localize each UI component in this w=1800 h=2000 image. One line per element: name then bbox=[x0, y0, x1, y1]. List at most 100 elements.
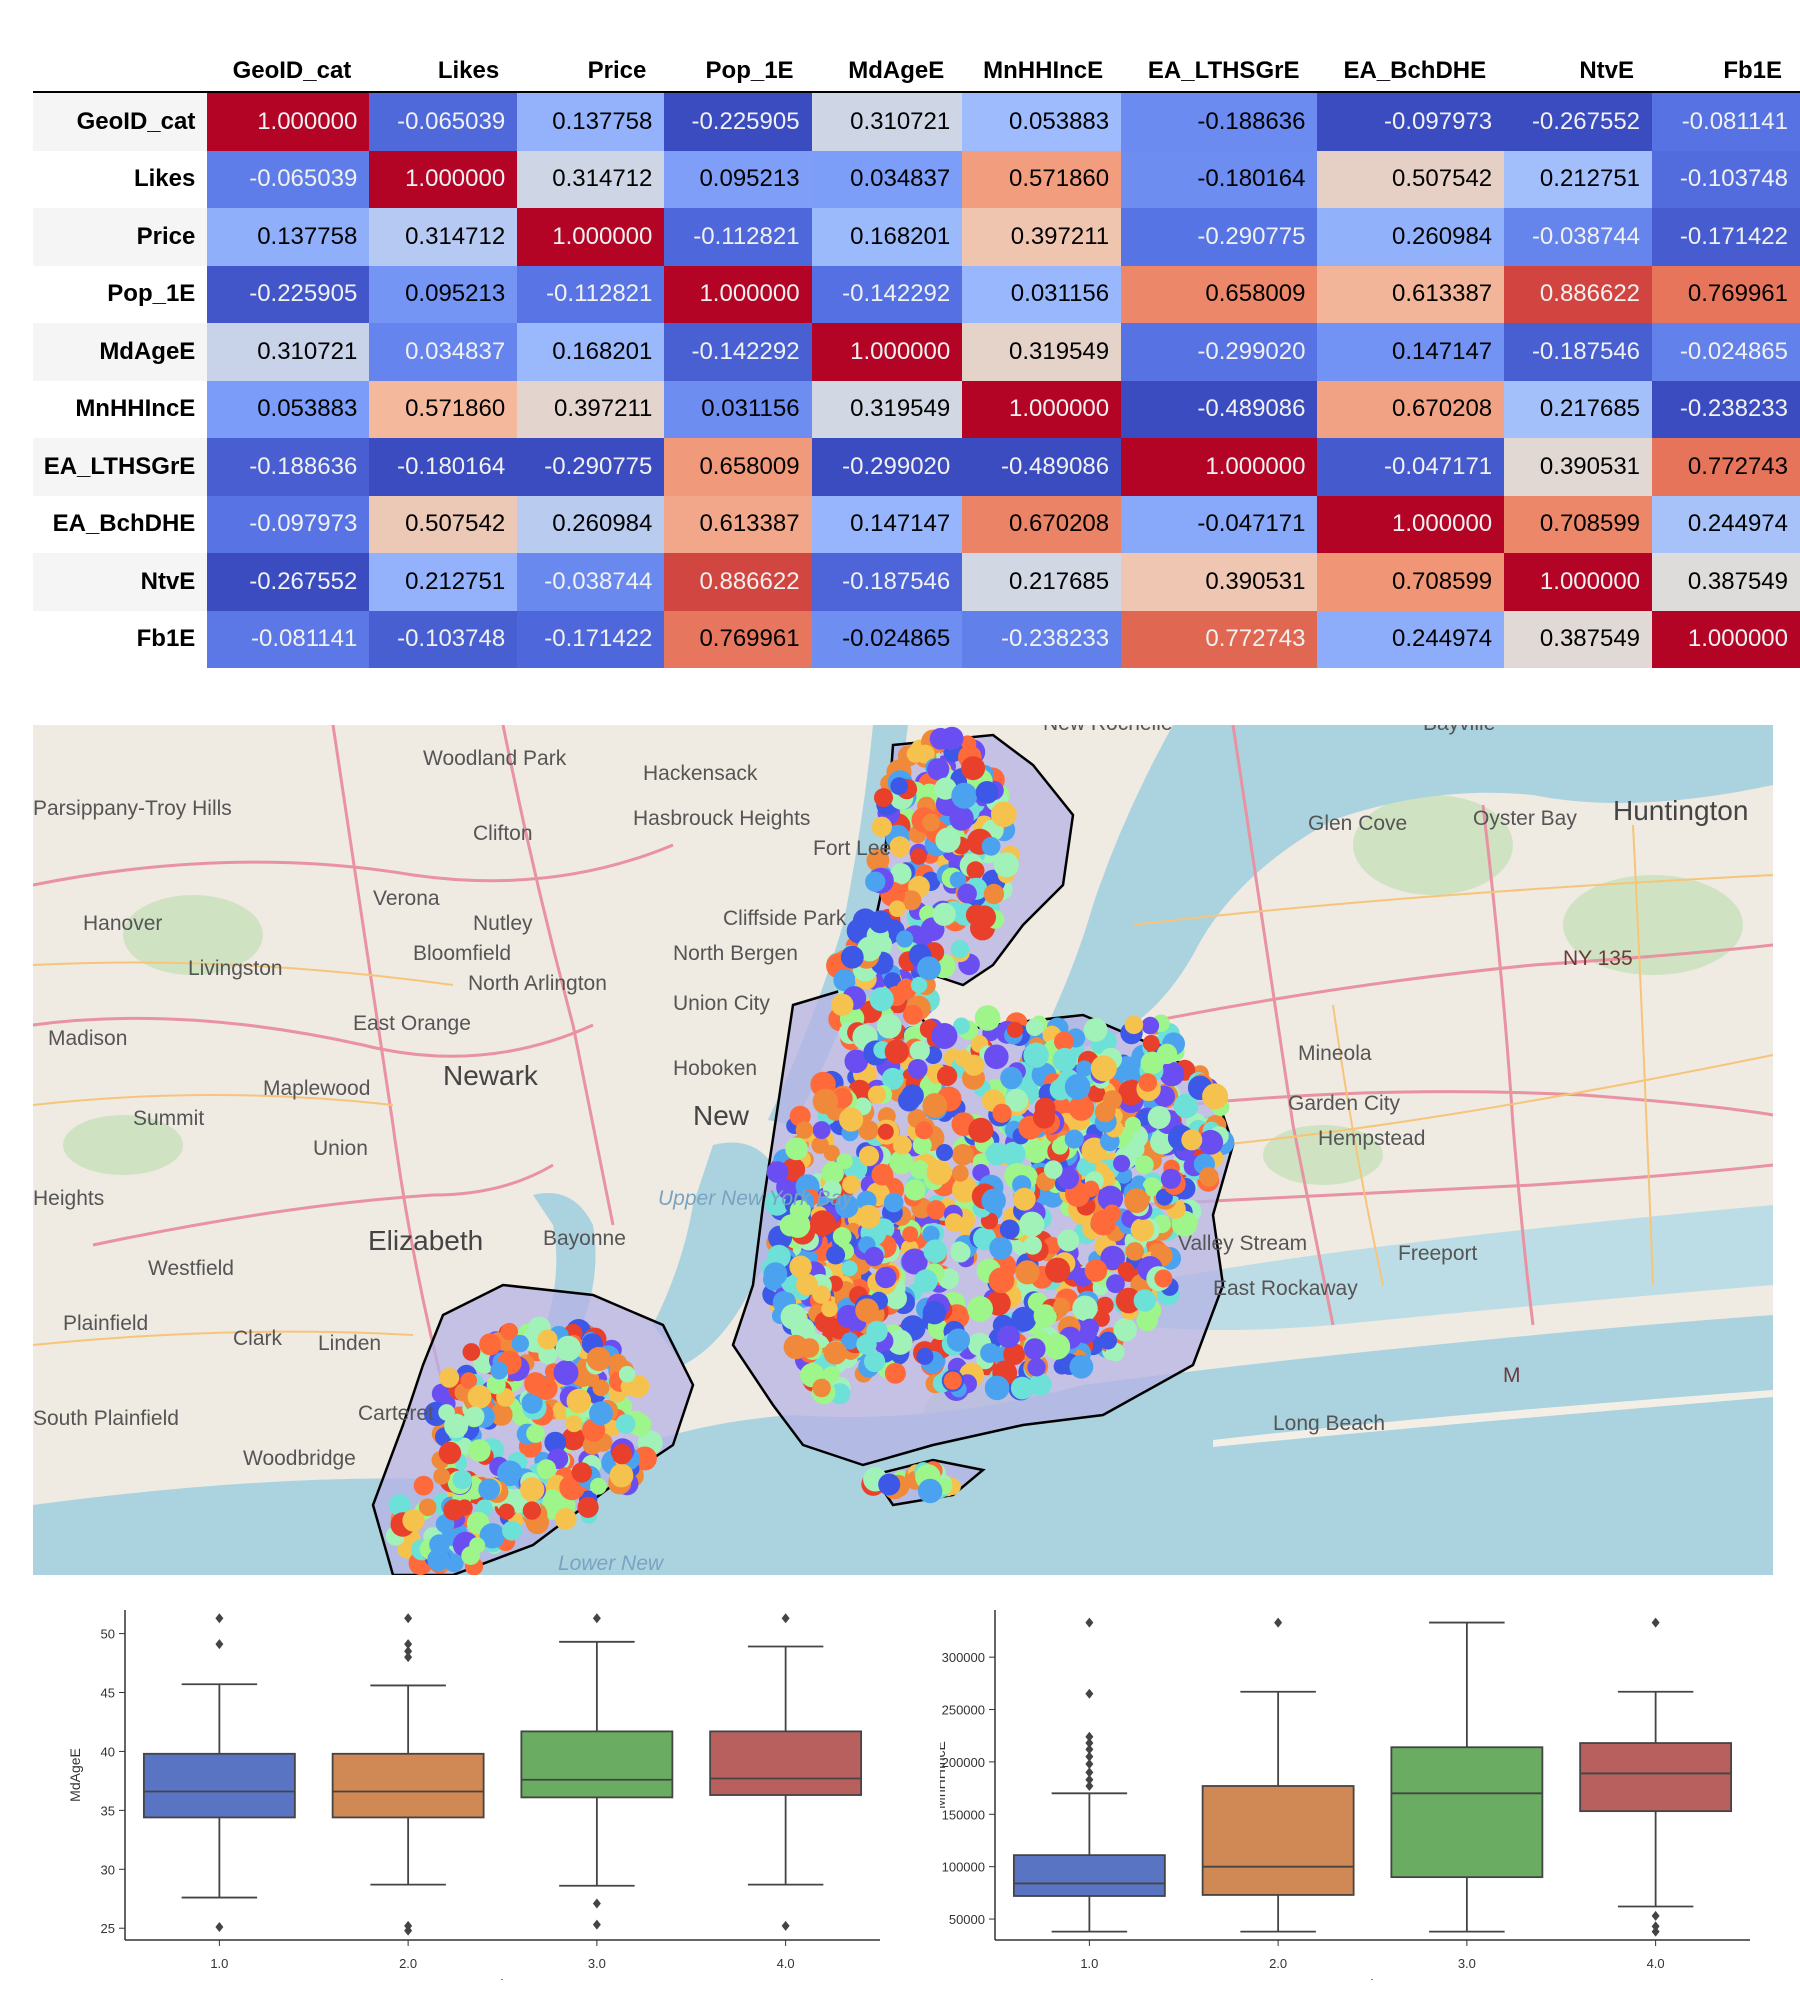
map-point bbox=[926, 1200, 946, 1220]
table-cell: 0.314712 bbox=[369, 208, 518, 266]
outlier-point bbox=[215, 1922, 224, 1933]
map-label: Mineola bbox=[1298, 1042, 1372, 1065]
table-cell: -0.188636 bbox=[1121, 92, 1318, 151]
map-point bbox=[502, 1520, 522, 1541]
map-point bbox=[1160, 1168, 1182, 1189]
table-cell: -0.299020 bbox=[811, 438, 963, 496]
table-cell: 0.772743 bbox=[1121, 610, 1318, 668]
table-cell: 0.769961 bbox=[664, 610, 812, 668]
row-header: EA_BchDHE bbox=[52, 510, 196, 538]
table-cell: -0.112821 bbox=[517, 265, 665, 323]
map-point bbox=[1006, 1021, 1024, 1038]
map-point bbox=[590, 1477, 607, 1495]
map-point bbox=[884, 1039, 909, 1064]
map-point bbox=[984, 1375, 1010, 1401]
table-cell: -0.024865 bbox=[811, 610, 963, 668]
map-point bbox=[856, 1334, 877, 1355]
map-point bbox=[910, 1160, 930, 1180]
map-point bbox=[1142, 1177, 1162, 1197]
map-point bbox=[632, 1446, 657, 1471]
table-cell: 0.658009 bbox=[1121, 265, 1318, 323]
map-point bbox=[1019, 1211, 1045, 1237]
map-point bbox=[922, 1301, 947, 1325]
map-point bbox=[833, 969, 856, 992]
table-cell: -0.171422 bbox=[517, 610, 665, 668]
map-point bbox=[571, 1462, 592, 1483]
map-point bbox=[865, 871, 886, 892]
map-point bbox=[992, 1103, 1012, 1123]
map-point bbox=[889, 836, 911, 858]
map-point bbox=[826, 1245, 846, 1265]
map-point bbox=[1072, 1295, 1098, 1321]
table-cell: 0.319549 bbox=[811, 380, 963, 438]
map-point bbox=[444, 1413, 469, 1438]
map-point bbox=[856, 1204, 881, 1229]
map-point bbox=[462, 1343, 481, 1361]
table-cell: -0.225905 bbox=[207, 265, 370, 323]
table-cell: 0.769961 bbox=[1652, 265, 1800, 323]
map-point bbox=[553, 1360, 579, 1386]
table-cell: -0.171422 bbox=[1652, 208, 1800, 266]
table-corner bbox=[33, 28, 208, 93]
outlier-point bbox=[404, 1646, 413, 1657]
map-label: Hanover bbox=[83, 912, 162, 935]
table-cell: 0.244974 bbox=[1652, 495, 1800, 553]
map-point bbox=[981, 1188, 1006, 1213]
outlier-point bbox=[1085, 1688, 1094, 1699]
map-point bbox=[479, 1333, 502, 1356]
map-point bbox=[887, 1329, 913, 1355]
nyc-map[interactable]: Woodland Park Hackensack Parsippany-Troy H… bbox=[33, 725, 1773, 1575]
map-point bbox=[1000, 1066, 1023, 1090]
table-cell: -0.188636 bbox=[207, 438, 370, 496]
map-point bbox=[821, 1300, 838, 1318]
table-cell: 1.000000 bbox=[1317, 495, 1505, 553]
column-header: MdAgeE bbox=[811, 28, 963, 93]
map-point bbox=[544, 1431, 567, 1454]
map-point bbox=[1138, 1073, 1158, 1092]
map-point bbox=[835, 1194, 859, 1218]
map-point bbox=[980, 1343, 1000, 1363]
table-cell: 1.000000 bbox=[1652, 610, 1800, 668]
map-point bbox=[927, 758, 950, 781]
map-point bbox=[898, 1089, 920, 1112]
map-point bbox=[867, 1085, 887, 1104]
map-point bbox=[917, 956, 941, 981]
map-point bbox=[890, 777, 908, 795]
map-point bbox=[952, 1144, 974, 1166]
map-label: Woodbridge bbox=[243, 1447, 356, 1470]
water-sound bbox=[1033, 725, 1773, 1055]
map-point bbox=[961, 756, 986, 781]
map-point bbox=[909, 1040, 930, 1061]
map-point bbox=[1154, 1269, 1173, 1288]
table-row: EA_BchDHE -0.097973 0.507542 0.260984 0.6133… bbox=[33, 495, 1800, 553]
map-label: Westfield bbox=[148, 1257, 234, 1280]
y-tick-label: 300000 bbox=[942, 1650, 985, 1665]
outlier-point bbox=[1085, 1759, 1094, 1769]
map-place-labels: Woodland Park Hackensack Parsippany-Troy H… bbox=[33, 725, 1748, 1575]
table-cell: 1.000000 bbox=[664, 265, 812, 323]
map-point bbox=[413, 1475, 434, 1496]
y-tick-label: 30 bbox=[101, 1862, 115, 1877]
map-point bbox=[1126, 1140, 1145, 1159]
map-point bbox=[922, 1225, 940, 1244]
map-point bbox=[1117, 1262, 1135, 1279]
map-point bbox=[521, 1392, 543, 1414]
map-point bbox=[1001, 1141, 1026, 1167]
table-cell: 0.217685 bbox=[962, 553, 1122, 611]
row-header: GeoID_cat bbox=[33, 92, 208, 151]
map-point bbox=[926, 1159, 952, 1185]
map-label: Woodland Park bbox=[423, 747, 567, 770]
map-point bbox=[812, 1378, 831, 1398]
map-label: New Rochelle bbox=[1043, 725, 1173, 735]
map-data-points bbox=[385, 726, 1235, 1575]
map-point bbox=[1027, 1358, 1046, 1377]
x-tick-label: 2.0 bbox=[1269, 1956, 1287, 1971]
map-point bbox=[957, 883, 977, 904]
table-cell: -0.180164 bbox=[1121, 150, 1318, 208]
map-point bbox=[611, 1443, 633, 1465]
map-point bbox=[1159, 1061, 1185, 1087]
outlier-point bbox=[1274, 1617, 1283, 1628]
map-point bbox=[1135, 1155, 1154, 1175]
map-point bbox=[1028, 1373, 1052, 1396]
map-point bbox=[943, 1371, 962, 1390]
